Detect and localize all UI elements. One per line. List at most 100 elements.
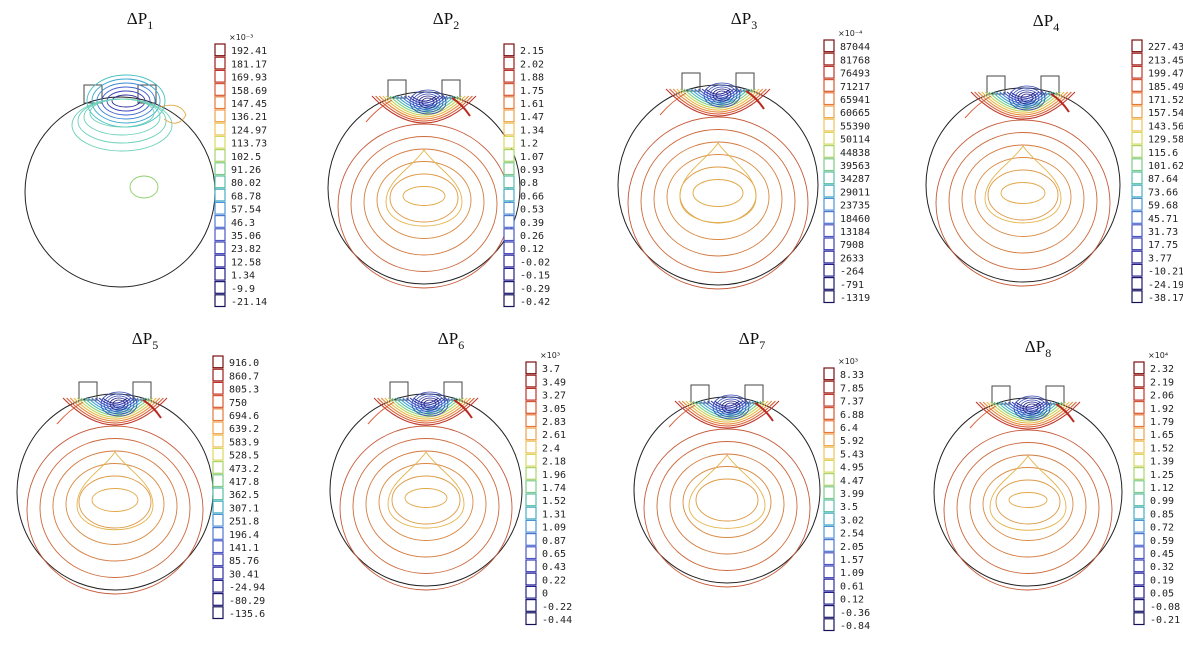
panel-title: ΔP7 [739,329,765,352]
colorbar-segment [212,579,224,593]
contour-lines [935,85,1111,287]
contour-plot-svg: ΔP5 916.0 860.7 805.3 750 694.6 639.2 583.9 528.… [16,329,265,620]
contour-plot-svg: ΔP1 ×10⁻³ 192.41 181.17 169.93 158.69 147.45 13… [24,9,267,308]
colorbar-segment [212,527,224,540]
colorbar-segment [212,513,224,527]
colorbar-segment [823,578,835,592]
colorbar-tick-label: 59.68 [1148,201,1178,212]
colorbar-segment [212,355,224,369]
colorbar-segment [214,82,226,96]
colorbar-tick-label: -0.08 [1150,602,1180,613]
contour-panel-6: ΔP6 ×10³ 3.7 3.49 3.27 3.05 2.83 2.61 2.4 2.18 1.9… [296,322,586,648]
colorbar-segment [503,254,515,268]
colorbar-segment [503,281,515,294]
colorbar-segment [823,525,835,539]
colorbar-segment [525,599,537,612]
colorbar-tick-label: 0.93 [520,165,544,176]
colorbar-tick-label: 17.75 [1148,240,1178,251]
panel-title: ΔP3 [731,9,757,32]
colorbar-tick-label: 1.31 [542,509,566,520]
colorbar-tick-label: 2.19 [1150,377,1174,388]
colorbar-segment [1133,533,1145,546]
colorbar-segment [214,109,226,123]
contour-panel-1: ΔP1 ×10⁻³ 192.41 181.17 169.93 158.69 147.45 13… [0,0,290,322]
colorbar-segment [1131,39,1143,53]
colorbar-segment [1131,250,1143,264]
colorbar-segment [503,294,515,308]
colorbar-tick-label: 5.43 [840,449,864,460]
colorbar-segment [214,228,226,242]
contour-plot-svg: ΔP8 ×10⁴ 2.32 2.19 2.06 1.92 1.79 1.65 1.52 1.39 1… [933,337,1180,626]
colorbar-segment [525,427,537,441]
colorbar-segment [823,145,835,158]
colorbar-tick-label: 113.73 [231,139,267,150]
colorbar-tick-label: 362.5 [229,490,259,501]
colorbar-multiplier: ×10⁴ [1148,351,1168,360]
colorbar-tick-label: 158.69 [231,86,267,97]
colorbar-tick-label: -0.44 [542,615,572,626]
contour-lines [26,391,204,595]
colorbar-tick-label: 0.8 [520,178,538,189]
colorbar-segment [1131,237,1143,251]
colorbar-tick-label: 0.32 [1150,562,1174,573]
colorbar-segment [525,400,537,414]
colorbar-tick-label: -80.29 [229,596,265,607]
colorbar-multiplier: ×10⁻³ [229,33,253,42]
colorbar-tick-label: 2.05 [840,542,864,553]
panel-title: ΔP1 [127,9,153,32]
contour-lines [627,82,809,290]
colorbar-tick-label: 694.6 [229,411,259,422]
colorbar-segment [212,566,224,580]
colorbar-tick-label: 8.33 [840,370,864,381]
colorbar-segment [525,453,537,467]
colorbar-tick-label: 750 [229,398,247,409]
colorbar: ×10⁻³ 192.41 181.17 169.93 158.69 147.45 136.2… [214,33,267,308]
colorbar-tick-label: 2.4 [542,443,560,454]
colorbar-segment [214,149,226,162]
colorbar-segment [1133,440,1145,454]
colorbar-tick-label: 2.83 [542,417,566,428]
colorbar-tick-label: 473.2 [229,464,259,475]
colorbar-segment [525,546,537,560]
colorbar-segment [503,162,515,176]
colorbar-segment [503,135,515,149]
colorbar: ×10³ 3.7 3.49 3.27 3.05 2.83 2.61 2.4 2.18 1.96 1.… [525,351,572,626]
panel-title: ΔP5 [132,329,158,352]
colorbar-tick-label: 1.65 [1150,430,1174,441]
colorbar-segment [1133,414,1145,428]
colorbar-tick-label: 0.66 [520,191,544,202]
colorbar-segment [823,105,835,119]
colorbar-tick-label: 805.3 [229,385,259,396]
colorbar-tick-label: 129.58 [1148,135,1183,146]
colorbar-segment [214,215,226,228]
colorbar-segment [1133,400,1145,414]
colorbar-segment [823,263,835,277]
colorbar-segment [214,56,226,70]
contour-panel-3: ΔP3 ×10⁻⁴ 87044 81768 76493 71217 65941 60665 55… [592,0,888,322]
colorbar-segment [1133,599,1145,612]
colorbar-tick-label: 1.79 [1150,417,1174,428]
colorbar-tick-label: 2.06 [1150,391,1174,402]
colorbar-segment [525,612,537,626]
colorbar-tick-label: 3.02 [840,515,864,526]
colorbar-segment [525,533,537,546]
colorbar-segment [823,78,835,92]
domain-boundary [617,84,819,286]
colorbar-tick-label: 1.34 [520,125,544,136]
colorbar-segment [214,175,226,189]
colorbar-segment [212,421,224,435]
colorbar-segment [823,565,835,579]
colorbar-segment [1133,374,1145,388]
colorbar-tick-label: 0.85 [1150,509,1174,520]
contour-lines [943,395,1113,591]
colorbar-tick-label: 181.17 [231,59,267,70]
domain-boundary [24,96,216,288]
colorbar-segment [1131,78,1143,92]
colorbar: ×10⁴ 2.32 2.19 2.06 1.92 1.79 1.65 1.52 1.39 1.25… [1133,351,1180,626]
colorbar-tick-label: 7.85 [840,383,864,394]
right-electrode [1045,385,1065,405]
colorbar-tick-label: 1.96 [542,470,566,481]
colorbar-tick-label: 0.65 [542,549,566,560]
colorbar-segment [214,135,226,149]
colorbar-segment [823,92,835,106]
